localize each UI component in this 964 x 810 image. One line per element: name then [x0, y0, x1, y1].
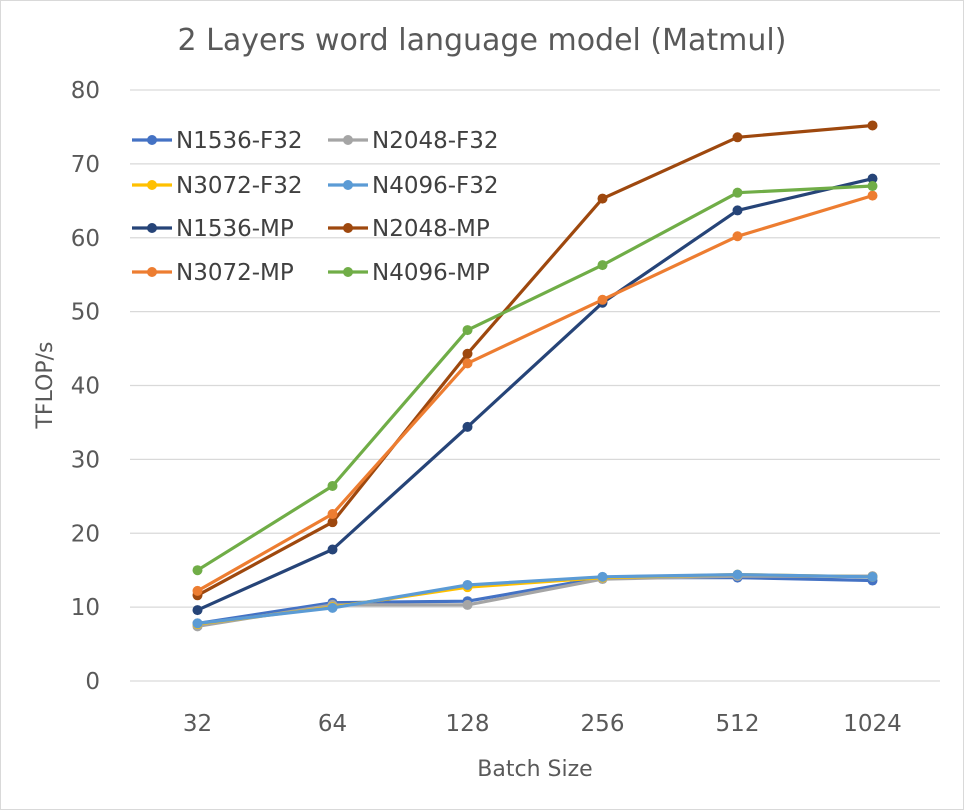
y-tick-label: 0: [85, 669, 100, 695]
data-point-n4096-f32: [597, 571, 608, 582]
data-point-n2048-mp: [597, 193, 608, 204]
series-n3072-mp: [192, 190, 878, 596]
legend-item-n2048-f32: N2048-F32: [328, 128, 499, 154]
legend-item-n1536-f32: N1536-F32: [132, 128, 303, 154]
x-tick-label: 64: [318, 711, 347, 737]
data-point-n4096-f32: [732, 569, 743, 580]
x-tick-label: 128: [446, 711, 490, 737]
legend-label: N2048-F32: [372, 128, 499, 154]
x-tick-label: 512: [716, 711, 760, 737]
y-tick-label: 50: [71, 300, 100, 326]
legend-label: N4096-MP: [372, 260, 490, 286]
data-point-n3072-mp: [192, 585, 203, 596]
series-line-n3072-mp: [195, 194, 875, 593]
legend-label: N2048-MP: [372, 216, 490, 242]
data-point-n3072-mp: [867, 190, 878, 201]
x-tick-label: 32: [183, 711, 212, 737]
legend-swatch-marker: [343, 267, 353, 277]
y-tick-label: 80: [71, 78, 100, 104]
y-tick-label: 10: [71, 595, 100, 621]
data-point-n4096-f32: [867, 571, 878, 582]
data-point-n4096-mp: [192, 565, 203, 576]
data-point-n2048-mp: [462, 348, 473, 359]
series-line-n4096-f32: [195, 572, 875, 626]
data-point-n4096-mp: [327, 480, 338, 491]
legend-swatch-marker: [343, 223, 353, 233]
x-axis-ticks: 32 64 128 256 512 1024: [183, 711, 902, 737]
x-tick-label: 256: [581, 711, 625, 737]
legend-swatch-marker: [343, 180, 353, 190]
y-tick-label: 30: [71, 447, 100, 473]
data-point-n2048-f32: [462, 599, 473, 610]
data-point-n3072-mp: [462, 358, 473, 369]
legend-label: N1536-MP: [176, 216, 294, 242]
legend-label: N1536-F32: [176, 128, 303, 154]
y-tick-label: 40: [71, 374, 100, 400]
data-point-n4096-f32: [462, 579, 473, 590]
y-tick-label: 70: [71, 152, 100, 178]
data-point-n2048-mp: [732, 132, 743, 143]
data-point-n2048-mp: [867, 120, 878, 131]
data-point-n3072-mp: [597, 294, 608, 305]
legend-item-n4096-f32: N4096-F32: [328, 173, 499, 199]
data-point-n4096-mp: [462, 325, 473, 336]
legend-swatch-marker: [147, 267, 157, 277]
data-point-n1536-mp: [327, 544, 338, 555]
y-tick-label: 20: [71, 521, 100, 547]
x-tick-label: 1024: [843, 711, 902, 737]
series-line-n1536-f32: [195, 575, 875, 626]
gridlines: [130, 89, 940, 682]
x-axis-label: Batch Size: [477, 757, 592, 782]
y-tick-label: 60: [71, 226, 100, 252]
data-point-n3072-mp: [327, 509, 338, 520]
data-point-n1536-mp: [732, 205, 743, 216]
chart-title: 2 Layers word language model (Matmul): [178, 23, 787, 58]
legend-item-n1536-mp: N1536-MP: [132, 216, 294, 242]
legend-swatch-marker: [343, 135, 353, 145]
y-axis-label: TFLOP/s: [33, 341, 58, 429]
series-line-n2048-mp: [195, 123, 875, 597]
data-point-n4096-f32: [327, 602, 338, 613]
series-n4096-mp: [192, 181, 878, 576]
legend-swatch-marker: [147, 180, 157, 190]
data-point-n4096-mp: [867, 181, 878, 192]
data-point-n1536-mp: [462, 421, 473, 432]
legend-item-n3072-f32: N3072-F32: [132, 173, 303, 199]
data-point-n3072-mp: [732, 231, 743, 242]
legend-label: N3072-F32: [176, 173, 303, 199]
data-point-n1536-mp: [192, 605, 203, 616]
legend-label: N3072-MP: [176, 260, 294, 286]
legend-label: N4096-F32: [372, 173, 499, 199]
legend-swatch-marker: [147, 135, 157, 145]
series-line-n4096-mp: [195, 184, 875, 572]
legend-swatch-marker: [147, 223, 157, 233]
data-point-n4096-mp: [732, 187, 743, 198]
data-point-n4096-mp: [597, 260, 608, 271]
series-lines: [192, 120, 878, 632]
y-axis-ticks: 0 10 20 30 40 50 60 70 80: [71, 78, 100, 695]
series-n4096-f32: [192, 569, 878, 629]
legend-item-n2048-mp: N2048-MP: [328, 216, 490, 242]
data-point-n4096-f32: [192, 618, 203, 629]
legend: N1536-F32 N2048-F32 N3072-F32 N4096-F32 N153…: [132, 128, 499, 286]
legend-item-n4096-mp: N4096-MP: [328, 260, 490, 286]
data-point-n2048-mp: [327, 517, 338, 528]
legend-item-n3072-mp: N3072-MP: [132, 260, 294, 286]
data-point-n1536-mp: [867, 173, 878, 184]
series-line-n1536-mp: [195, 177, 875, 612]
